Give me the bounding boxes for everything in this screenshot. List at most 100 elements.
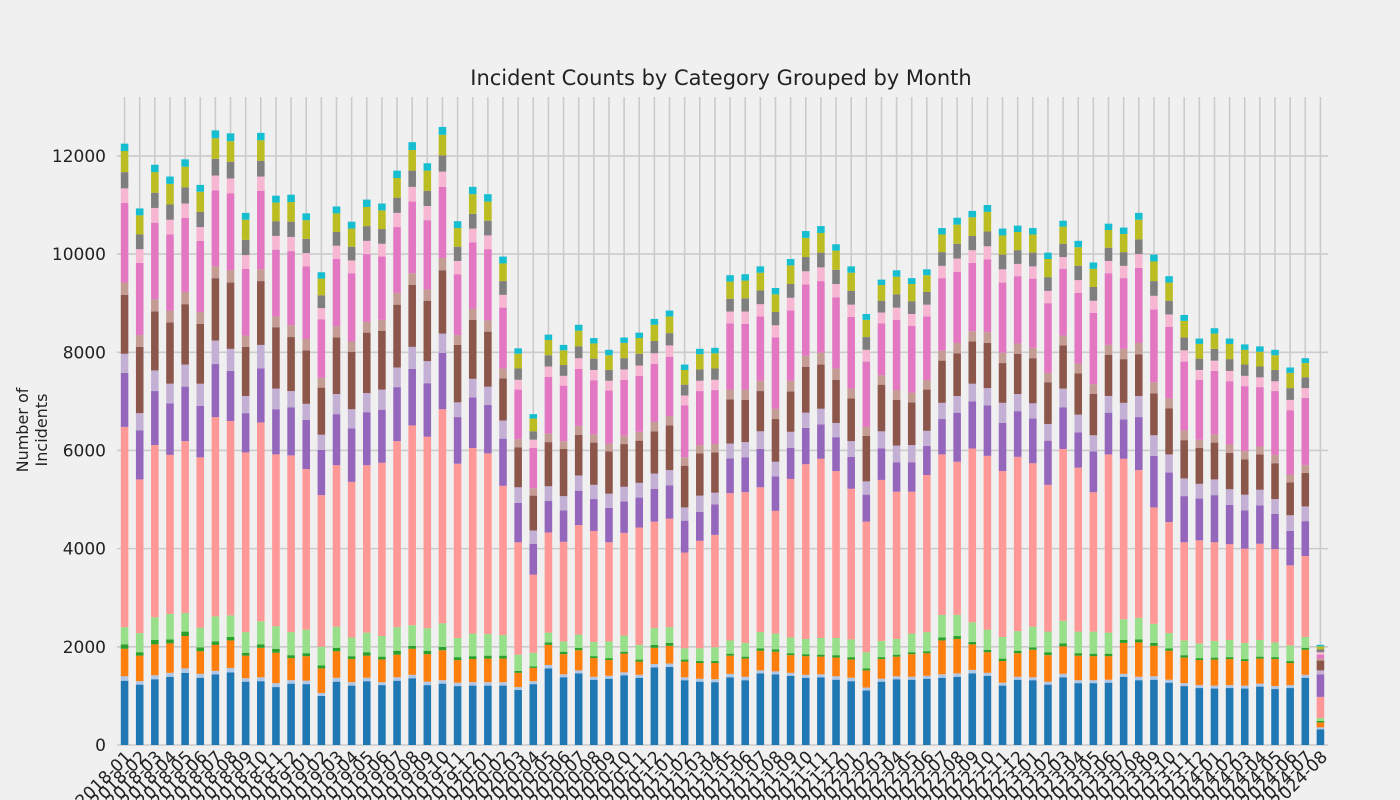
bar-segment — [347, 351, 356, 410]
bar-segment — [1089, 268, 1098, 287]
bar-segment — [408, 142, 416, 151]
bar-segment — [484, 194, 492, 202]
bar-segment — [408, 285, 416, 347]
bar-segment — [151, 644, 159, 676]
bar-segment — [1059, 677, 1067, 745]
bar-segment — [741, 642, 749, 657]
bar-segment — [151, 391, 159, 446]
bar-segment — [1089, 451, 1098, 493]
bar-segment — [1059, 345, 1067, 389]
bar-segment — [938, 640, 946, 675]
bar-segment — [1271, 642, 1279, 658]
bar-segment — [120, 676, 129, 681]
bar-segment — [923, 430, 931, 447]
bar-segment — [1059, 257, 1067, 269]
bar-segment — [817, 424, 825, 459]
bar-segment — [756, 431, 765, 449]
bar-segment — [892, 294, 901, 308]
bar-segment — [378, 389, 386, 410]
bar-segment — [1044, 382, 1052, 424]
bar-segment — [393, 627, 401, 651]
bar-segment — [484, 220, 492, 236]
bar-segment — [1210, 333, 1219, 349]
bar-segment — [151, 164, 159, 173]
bar-segment — [408, 674, 416, 679]
bar-segment — [484, 249, 492, 321]
bar-segment — [877, 323, 886, 376]
bar-segment — [938, 637, 946, 641]
bar-segment — [272, 202, 280, 222]
bar-segment — [241, 655, 250, 679]
bar-segment — [211, 278, 220, 341]
bar-segment — [680, 520, 689, 553]
bar-segment — [484, 682, 492, 686]
bar-segment — [1089, 631, 1098, 654]
bar-segment — [1150, 254, 1158, 262]
bar-segment — [1225, 685, 1234, 689]
bar-segment — [166, 639, 174, 644]
bar-segment — [1029, 234, 1037, 253]
bar-segment — [257, 269, 265, 282]
bar-segment — [1104, 260, 1113, 274]
bar-segment — [151, 617, 159, 640]
bar-segment — [378, 203, 386, 211]
y-tick-label: 0 — [95, 736, 106, 756]
bar-segment — [907, 313, 916, 326]
bar-segment — [393, 170, 401, 178]
bar-segment — [287, 202, 295, 222]
bar-segment — [635, 659, 644, 662]
bar-segment — [378, 462, 386, 637]
bar-segment — [468, 659, 477, 683]
bar-segment — [514, 389, 522, 440]
bar-segment — [151, 192, 159, 208]
bar-segment — [1180, 337, 1188, 351]
bar-segment — [620, 501, 628, 533]
bar-segment — [968, 331, 977, 342]
bar-segment — [1104, 454, 1113, 633]
bar-segment — [605, 443, 613, 452]
bar-segment — [226, 667, 235, 673]
bar-segment — [998, 637, 1007, 659]
bar-segment — [892, 276, 901, 295]
bar-segment — [484, 386, 492, 405]
bar-segment — [347, 428, 356, 482]
bar-segment — [590, 679, 598, 745]
bar-segment — [453, 402, 462, 418]
bar-segment — [832, 437, 840, 472]
bar-segment — [1210, 348, 1219, 361]
bar-segment — [590, 358, 598, 370]
bar-segment — [408, 425, 416, 626]
bar-segment — [378, 409, 386, 463]
bar-segment — [211, 417, 220, 617]
bar-segment — [620, 486, 628, 502]
bar-segment — [1044, 681, 1052, 685]
bar-segment — [347, 682, 356, 686]
bar-segment — [181, 166, 189, 188]
bar-segment — [665, 485, 674, 519]
bar-segment — [302, 266, 311, 340]
bar-segment — [1150, 507, 1158, 624]
bar-segment — [135, 430, 144, 480]
bar-segment — [665, 416, 674, 426]
bar-segment — [1301, 397, 1310, 466]
bar-segment — [317, 495, 326, 647]
bar-segment — [771, 649, 780, 652]
bar-segment — [196, 184, 205, 192]
bar-segment — [877, 678, 886, 682]
bar-segment — [862, 690, 871, 745]
bar-segment — [453, 274, 462, 336]
bar-segment — [574, 647, 583, 651]
bar-segment — [711, 534, 719, 648]
bar-segment — [453, 246, 462, 261]
bar-segment — [120, 282, 129, 295]
bar-segment — [635, 365, 644, 376]
bar-segment — [332, 213, 341, 232]
bar-segment — [574, 434, 583, 476]
bar-segment — [726, 275, 734, 282]
bar-segment — [847, 639, 855, 658]
bar-segment — [514, 670, 522, 673]
bar-segment — [408, 170, 416, 187]
bar-segment — [756, 632, 765, 649]
bar-segment — [574, 425, 583, 435]
